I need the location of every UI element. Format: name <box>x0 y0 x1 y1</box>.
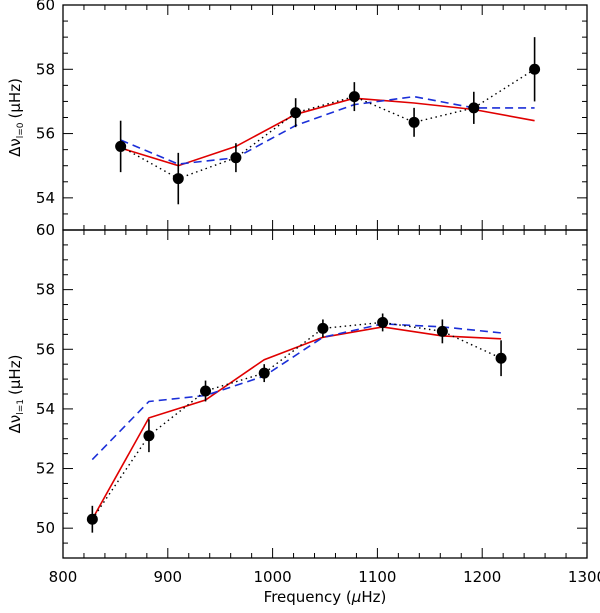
data-point <box>317 322 329 334</box>
data-point <box>495 352 507 364</box>
data-point <box>529 63 541 75</box>
y-axis-label-bottom: Δνl=1 (μHz) <box>6 355 26 434</box>
data-point <box>290 107 302 119</box>
y-axis-label-symbol: Δν <box>6 415 24 434</box>
model-line-dashed <box>91 323 502 461</box>
y-tick-label: 52 <box>36 460 55 478</box>
observed-dotted-line <box>120 68 535 180</box>
observed-dotted-line <box>91 321 502 520</box>
data-point <box>468 102 480 114</box>
y-tick-label: 54 <box>36 400 55 418</box>
x-tick-label: 800 <box>49 568 78 586</box>
y-tick-label: 60 <box>36 221 55 239</box>
x-tick-label: 1100 <box>358 568 396 586</box>
y-axis-label-top: Δνl=0 (μHz) <box>6 78 26 157</box>
x-tick-label: 900 <box>153 568 182 586</box>
data-point <box>143 430 155 442</box>
y-tick-label: 60 <box>36 0 55 14</box>
data-point <box>172 173 184 185</box>
plot-frame-top <box>62 4 588 231</box>
model-line-solid <box>91 326 502 520</box>
panel-bottom: 50 52 54 56 58 60 800 900 1000 1100 1200 1300 Δνl=1… <box>6 221 600 606</box>
data-point <box>348 91 360 103</box>
data-point <box>115 140 127 152</box>
y-axis-label-subscript: l=0 <box>16 122 26 138</box>
x-axis-label-main: Frequency ( <box>264 588 352 606</box>
y-tick-label: 56 <box>36 125 55 143</box>
data-point <box>230 152 242 164</box>
x-axis-label: Frequency (μHz) <box>264 588 387 606</box>
y-axis-label-symbol: Δν <box>6 138 24 157</box>
plot-frame-bottom <box>62 229 588 559</box>
data-point <box>200 385 212 397</box>
y-axis-label-unit: (μHz) <box>6 78 24 118</box>
data-point <box>86 513 98 525</box>
y-tick-label: 50 <box>36 519 55 537</box>
data-point <box>436 325 448 337</box>
data-point <box>377 316 389 328</box>
panel-top: 54 56 58 60 Δνl=0 (μHz) <box>6 0 588 231</box>
y-tick-label: 58 <box>36 60 55 78</box>
y-tick-label: 56 <box>36 340 55 358</box>
y-axis-label-unit: (μHz) <box>6 355 24 395</box>
y-axis-label-subscript: l=1 <box>16 399 26 415</box>
x-axis-label-unit: Hz) <box>361 588 386 606</box>
data-point <box>408 116 420 128</box>
y-tick-label: 54 <box>36 189 55 207</box>
x-tick-label: 1000 <box>254 568 292 586</box>
data-point <box>258 367 270 379</box>
x-tick-label: 1200 <box>463 568 501 586</box>
model-line-dashed <box>120 95 535 165</box>
x-tick-label: 1300 <box>568 568 600 586</box>
x-axis-label-mu: μ <box>351 588 362 606</box>
y-tick-label: 58 <box>36 281 55 299</box>
